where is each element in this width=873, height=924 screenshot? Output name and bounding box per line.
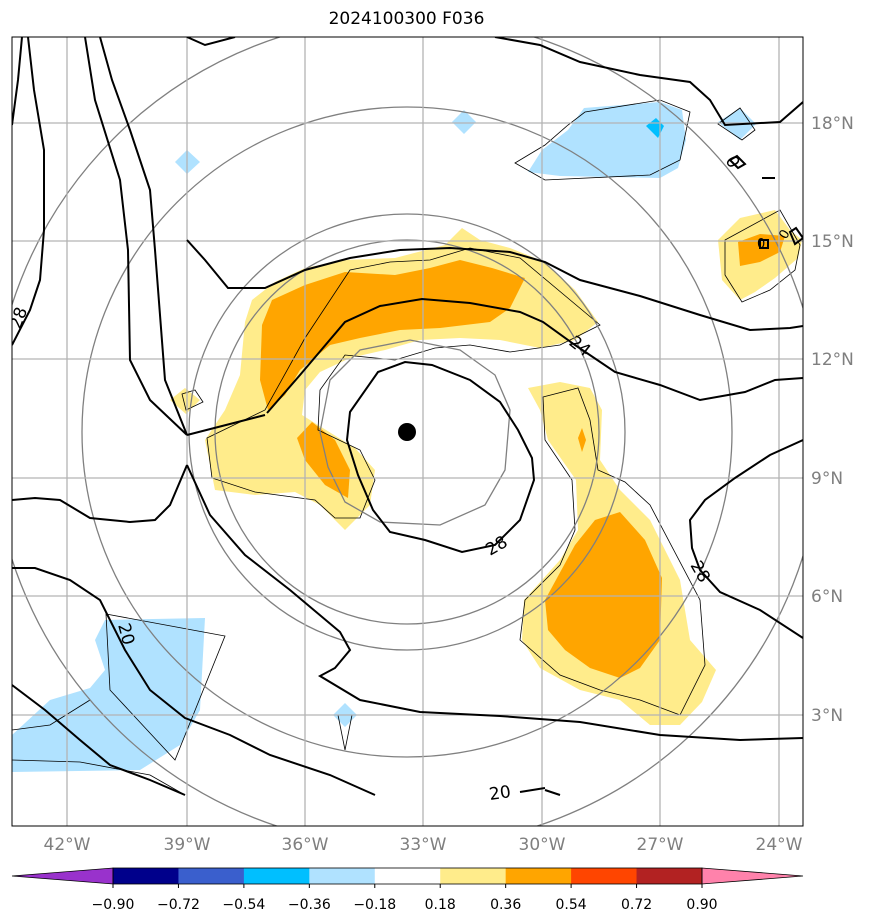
lat-label: 9°N: [811, 469, 843, 489]
colorbar-cell: [440, 868, 507, 884]
colorbar-tick-label: 0.54: [556, 897, 587, 913]
lat-label: 6°N: [811, 587, 843, 607]
thick-contours: [12, 37, 803, 796]
thin-contours: [12, 99, 801, 796]
colorbar-cell: [505, 868, 572, 884]
lon-label: 33°W: [400, 835, 447, 855]
storm-center-marker: [398, 423, 416, 441]
colorbar-cell: [243, 868, 310, 884]
map-frame: [11, 36, 804, 827]
colorbar-cell: [636, 868, 703, 884]
colorbar-ticks: −0.90 −0.72 −0.54 −0.36 −0.18 0.18 0.36 0.54 0.7…: [92, 884, 718, 913]
lat-label: 18°N: [811, 114, 854, 134]
colorbar-cell: [571, 868, 638, 884]
graticule: [12, 37, 803, 826]
colorbar-tick-label: −0.36: [288, 897, 331, 913]
longitude-labels: 42°W 39°W 36°W 33°W 30°W 27°W 24°W: [44, 835, 803, 855]
contour-label: 0: [757, 237, 765, 252]
latitude-labels: 18°N 15°N 12°N 9°N 6°N 3°N: [811, 114, 854, 726]
colorbar-cells: [12, 868, 803, 884]
lon-label: 42°W: [44, 835, 91, 855]
contour-label: 28: [6, 305, 32, 332]
negative-anomaly-fill: [12, 102, 756, 772]
map-panel: 28 24 28 28 20 20 0 0 0: [6, 37, 803, 826]
colorbar-cell: [309, 868, 376, 884]
lat-label: 15°N: [811, 232, 854, 252]
colorbar-cell: [374, 868, 441, 884]
colorbar-tick-label: −0.18: [353, 897, 396, 913]
contour-label: 28: [483, 532, 512, 560]
range-rings: [12, 37, 803, 826]
contour-label: 0: [721, 153, 744, 172]
colorbar-tick-label: −0.72: [157, 897, 200, 913]
colorbar-extend-low: [12, 868, 113, 884]
colorbar-tick-label: 0.18: [425, 897, 456, 913]
lon-label: 27°W: [637, 835, 684, 855]
colorbar-cell: [113, 868, 179, 884]
contour-labels: 28 24 28 28 20 20 0 0 0: [6, 153, 794, 805]
map-title: 2024100300 F036: [328, 9, 485, 29]
strong-positive-anomaly-fill: [260, 234, 785, 678]
colorbar-tick-label: 0.90: [686, 897, 717, 913]
lat-label: 12°N: [811, 350, 854, 370]
lat-label: 3°N: [811, 706, 843, 726]
colorbar-tick-label: −0.90: [92, 897, 135, 913]
colorbar-tick-label: 0.36: [490, 897, 521, 913]
colorbar: −0.90 −0.72 −0.54 −0.36 −0.18 0.18 0.36 0.54 0.7…: [11, 867, 804, 913]
colorbar-extend-high: [702, 868, 803, 884]
lon-label: 36°W: [282, 835, 329, 855]
colorbar-tick-label: −0.54: [222, 897, 265, 913]
colorbar-tick-label: 0.72: [621, 897, 652, 913]
contour-label: 20: [488, 782, 512, 805]
lon-label: 24°W: [756, 835, 803, 855]
lon-label: 39°W: [164, 835, 211, 855]
colorbar-cell: [178, 868, 245, 884]
lon-label: 30°W: [519, 835, 566, 855]
